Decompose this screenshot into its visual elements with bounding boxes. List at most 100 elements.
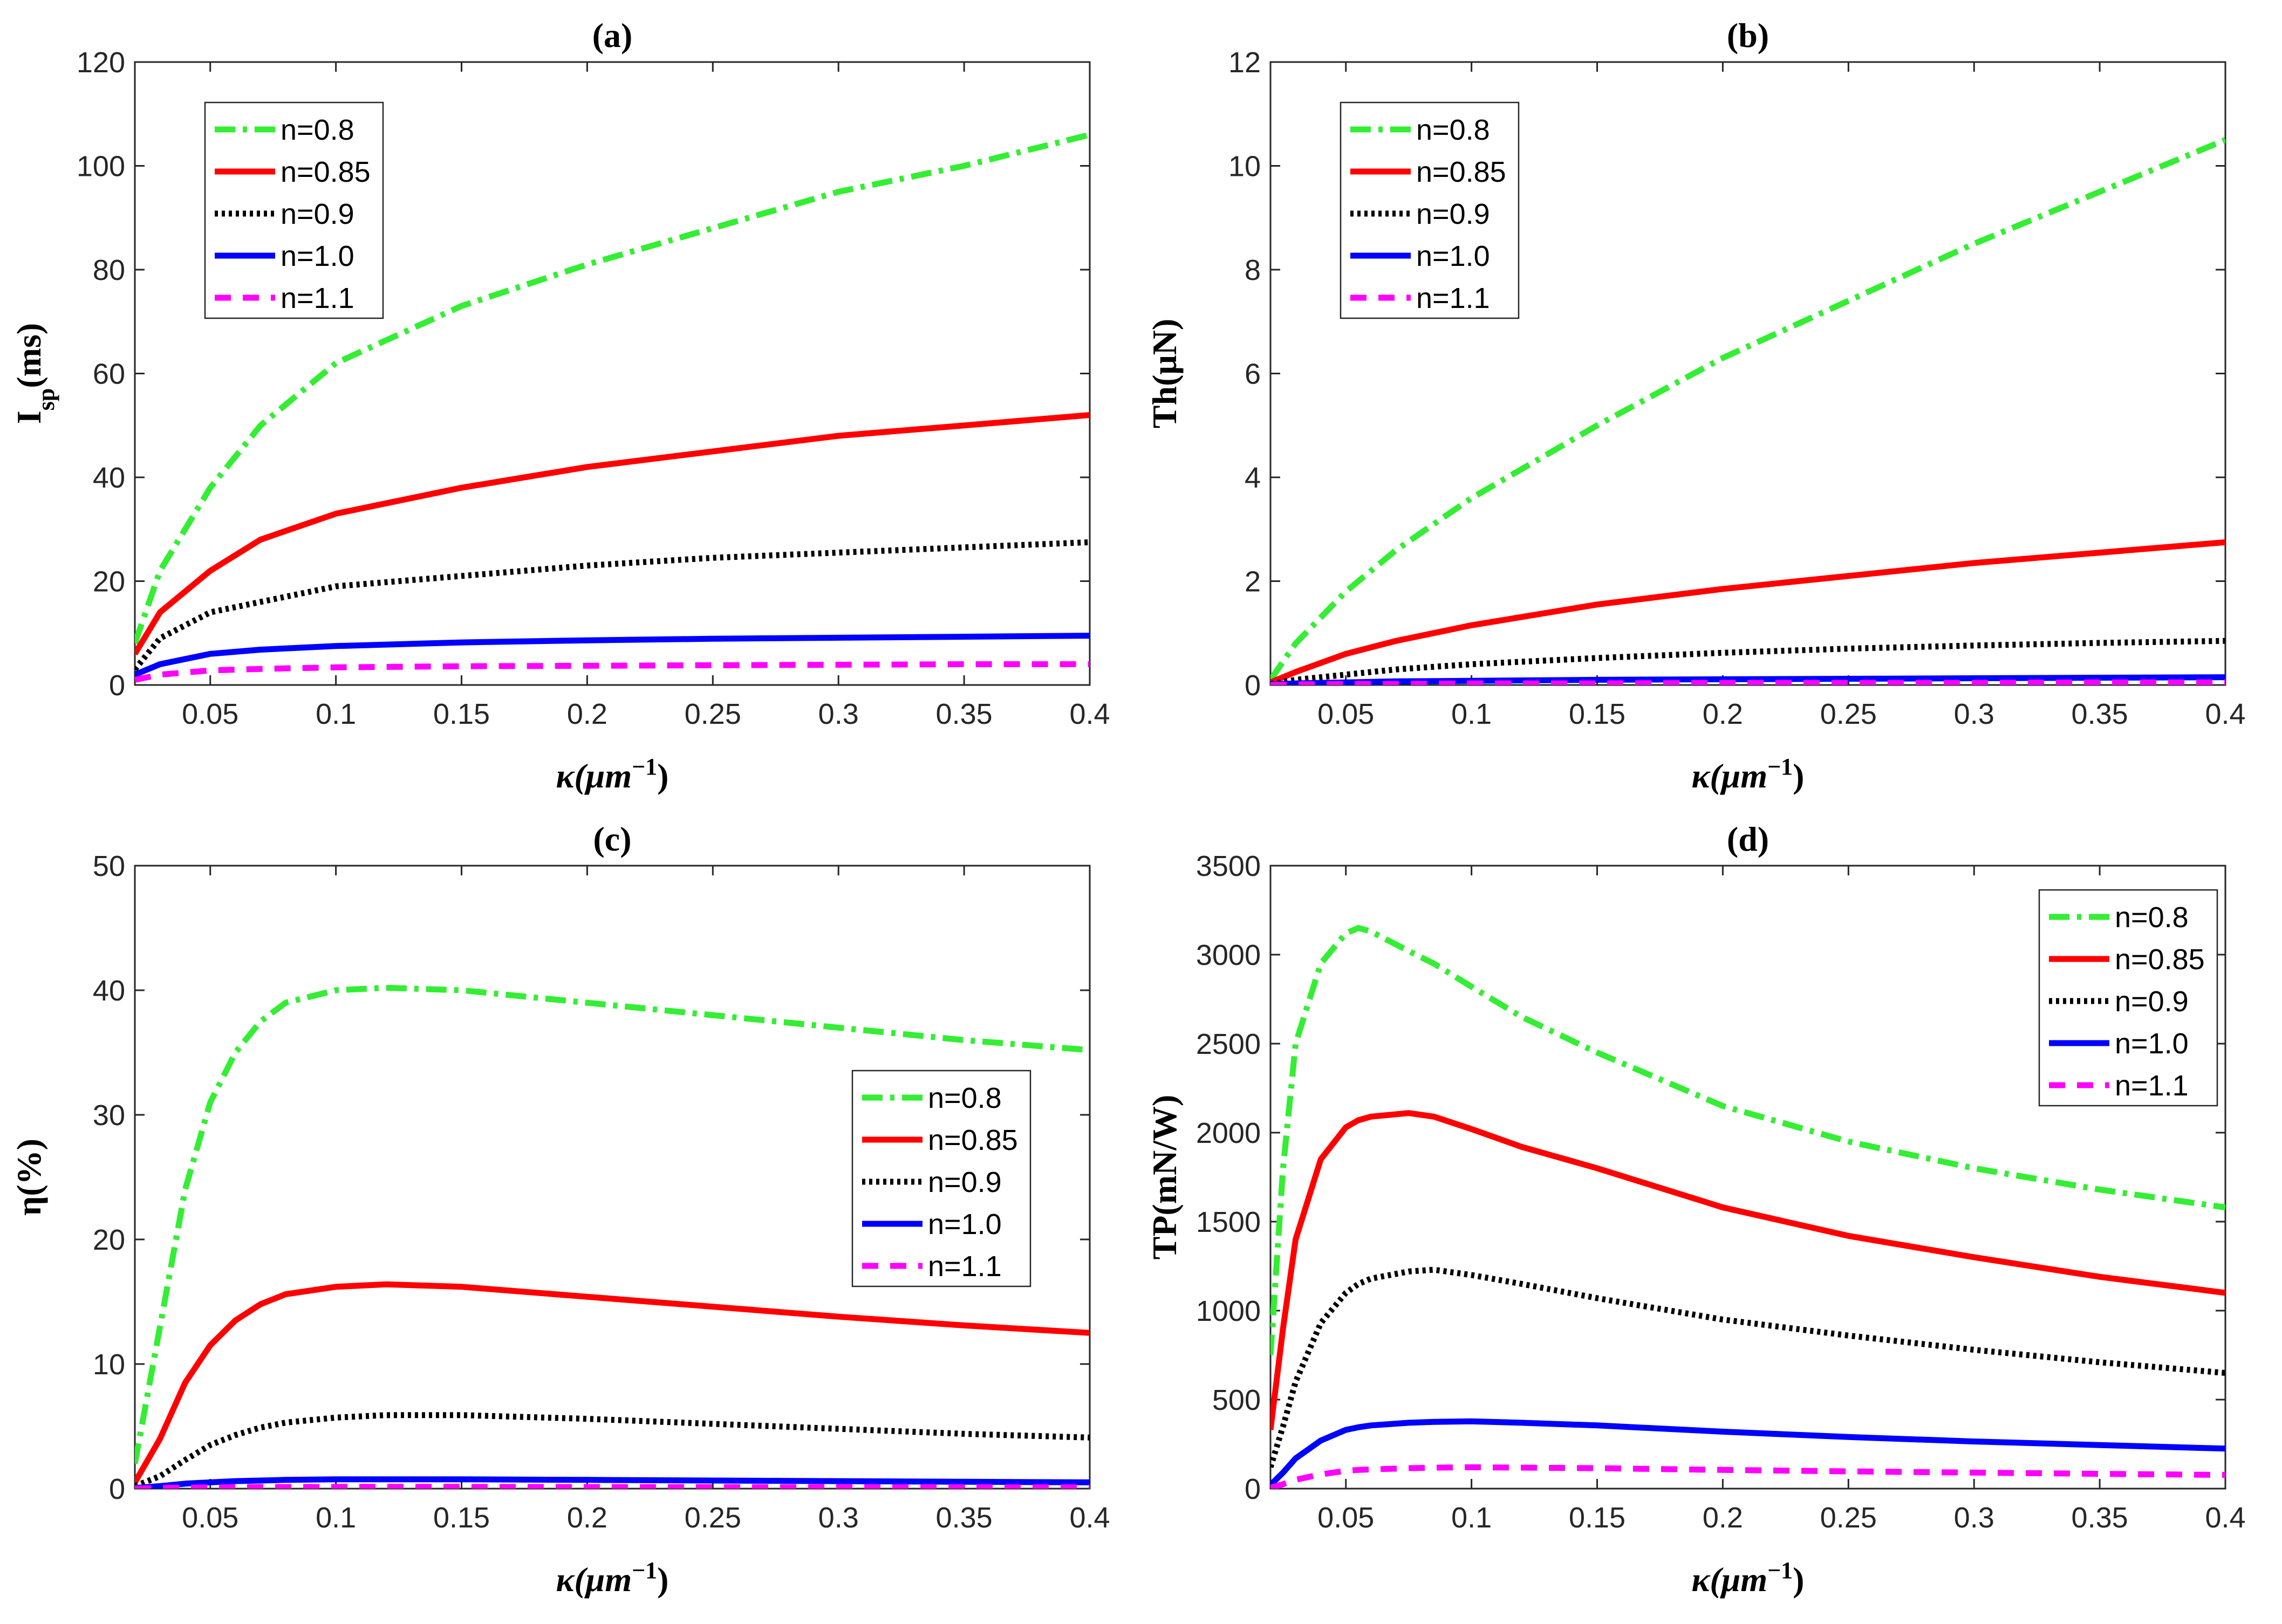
series-line-n-0.85 [135,1281,1090,1484]
x-tick-label: 0.35 [936,1502,993,1534]
y-tick-label: 20 [93,566,125,598]
x-tick-label: 0.4 [2205,698,2245,730]
x-tick-label: 0.05 [182,698,238,730]
legend-label: n=1.0 [1416,240,1490,272]
y-tick-label: 1000 [1196,1295,1261,1327]
legend: n=0.8 n=0.85 n=0.9 n=1.0 n=1.1 [2038,889,2218,1107]
x-tick-label: 0.2 [1703,1502,1743,1534]
y-tick-label: 8 [1245,254,1261,286]
y-tick-label: 6 [1245,358,1261,390]
legend-label: n=1.1 [1416,282,1490,314]
legend-label: n=1.0 [928,1208,1002,1241]
x-tick-label: 0.3 [1954,1502,1994,1534]
legend-label: n=1.1 [2115,1070,2189,1102]
axes-box [1269,865,2226,1490]
series-line-n-0.85 [135,412,1090,656]
y-tick-label: 2000 [1196,1117,1261,1149]
legend-label: n=0.8 [281,114,354,146]
legend-label: n=1.0 [281,240,354,272]
series-line-n-0.85 [1270,1110,2225,1430]
legend: n=0.8 n=0.85 n=0.9 n=1.0 n=1.1 [851,1070,1031,1287]
legend: n=0.8 n=0.85 n=0.9 n=1.0 n=1.1 [1340,101,1520,319]
x-tick-label: 0.35 [2072,1502,2128,1534]
y-tick-label: 10 [93,1348,125,1381]
series-line-n-0.85 [1270,539,2225,685]
y-tick-label: 0 [1245,669,1261,702]
y-axis-label: η(%) [10,1139,48,1216]
series-line-n-0.8 [1270,137,2225,682]
panel-c: 0.05 0.1 0.15 0.2 0.25 0.3 0.35 0.4 0 10 20 30 40 50 (… [10,820,1110,1599]
legend-label: n=1.1 [281,282,354,314]
y-tick-label: 40 [93,462,125,494]
x-tick-label: 0.2 [567,698,607,730]
x-tick-label: 0.4 [1069,1502,1110,1534]
x-axis-label: κ(μm−1) [556,1557,669,1599]
x-tick-label: 0.35 [2072,698,2128,730]
series-line-n-1.0 [135,1476,1090,1489]
y-tick-label: 0 [109,1473,125,1505]
legend-label: n=0.8 [928,1082,1002,1114]
y-tick-label: 20 [93,1224,125,1256]
series-line-n-0.8 [135,984,1090,1464]
y-tick-label: 3000 [1196,939,1261,971]
y-tick-label: 40 [93,975,125,1007]
x-tick-label: 0.1 [316,1502,356,1534]
y-tick-label: 80 [93,254,125,286]
series-line-n-0.9 [135,539,1090,671]
series-line-n-1.1 [1270,679,2225,685]
series-line-n-1.0 [1270,1418,2225,1488]
y-axis-label: Isp(ms) [10,323,59,424]
panel-title: (b) [1727,16,1769,54]
series-line-n-1.1 [1270,1464,2225,1489]
legend-box [1340,101,1520,319]
legend-label: n=0.9 [281,198,354,230]
x-tick-label: 0.05 [1317,698,1374,730]
x-tick-label: 0.15 [433,1502,490,1534]
y-tick-label: 12 [1228,46,1261,79]
x-tick-label: 0.4 [2205,1502,2245,1534]
y-tick-label: 60 [93,358,125,390]
y-axis-label: TP(mN/W) [1145,1095,1184,1260]
x-tick-label: 0.35 [936,698,993,730]
x-tick-label: 0.3 [1954,698,1994,730]
y-tick-label: 2500 [1196,1028,1261,1060]
panel-title: (a) [592,16,633,54]
y-tick-label: 4 [1245,462,1261,494]
x-axis-label: κ(μm−1) [1692,753,1805,796]
series-line-n-1.1 [135,1484,1090,1489]
x-tick-label: 0.1 [1451,1502,1492,1534]
legend-label: n=0.85 [281,156,371,188]
y-tick-label: 3500 [1196,850,1261,882]
legend-box [204,101,384,319]
y-tick-label: 10 [1228,150,1261,183]
panel-b: 0.05 0.1 0.15 0.2 0.25 0.3 0.35 0.4 0 2 4 6 8 10 12 (b)… [1145,16,2246,795]
series-line-n-0.9 [1270,638,2225,685]
x-tick-label: 0.15 [1569,698,1625,730]
legend-label: n=0.9 [928,1166,1002,1198]
x-tick-label: 0.15 [1569,1502,1625,1534]
legend-label: n=0.8 [1416,114,1490,146]
y-tick-label: 0 [1245,1473,1261,1505]
x-tick-label: 0.25 [1820,1502,1877,1534]
legend-label: n=0.8 [2115,901,2189,934]
x-tick-label: 0.15 [433,698,490,730]
x-tick-label: 0.25 [685,698,741,730]
series-line-n-0.8 [135,132,1090,645]
panel-d: 0.05 0.1 0.15 0.2 0.25 0.3 0.35 0.4 0 500 1000 1500… [1145,820,2246,1599]
legend: n=0.8 n=0.85 n=0.9 n=1.0 n=1.1 [204,101,384,319]
x-axis-label: κ(μm−1) [556,753,669,796]
x-tick-label: 0.3 [818,698,859,730]
x-tick-label: 0.4 [1069,698,1110,730]
series-line-n-1.0 [135,633,1090,677]
panel-title: (d) [1727,820,1769,858]
y-tick-label: 30 [93,1099,125,1132]
legend-label: n=0.9 [2115,985,2189,1018]
x-axis-label: κ(μm−1) [1692,1557,1805,1599]
legend-label: n=0.9 [1416,198,1490,230]
y-tick-label: 500 [1212,1384,1261,1416]
x-tick-label: 0.3 [818,1502,859,1534]
x-tick-label: 0.25 [685,1502,741,1534]
x-tick-label: 0.1 [316,698,356,730]
y-tick-label: 100 [77,150,125,183]
y-tick-label: 2 [1245,566,1261,598]
